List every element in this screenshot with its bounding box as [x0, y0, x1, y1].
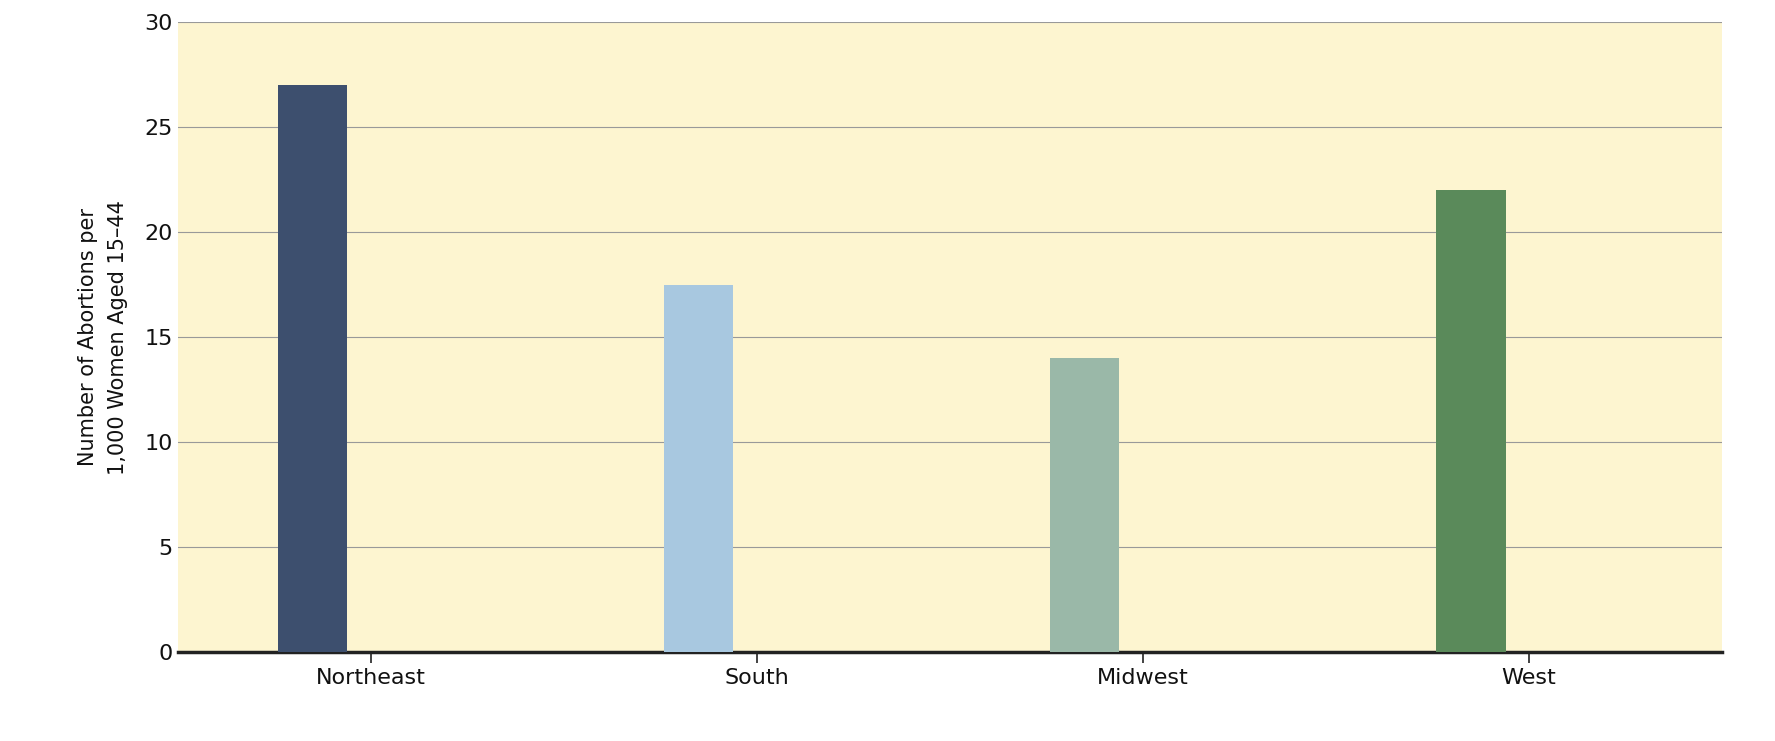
Bar — [279, 85, 348, 652]
Y-axis label: Number of Abortions per
1,000 Women Aged 15–44: Number of Abortions per 1,000 Women Aged… — [78, 200, 128, 474]
Bar — [1051, 358, 1120, 652]
Bar — [664, 285, 733, 652]
Bar — [1436, 190, 1505, 652]
